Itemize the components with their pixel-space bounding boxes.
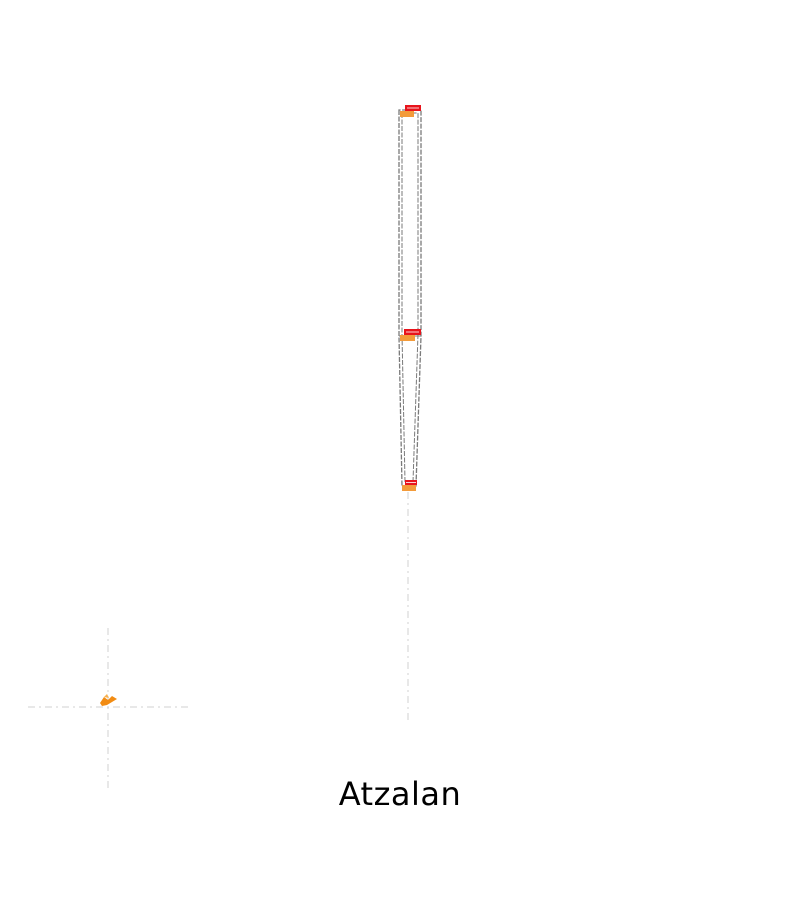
junction-marker-icon [402,480,417,491]
junction-marker-icon [400,329,421,341]
column-outline-inner [401,112,419,483]
junction-marker-icon [400,105,421,117]
bird-glyph-icon [100,694,117,706]
place-name-caption: Atzalan [338,775,462,813]
